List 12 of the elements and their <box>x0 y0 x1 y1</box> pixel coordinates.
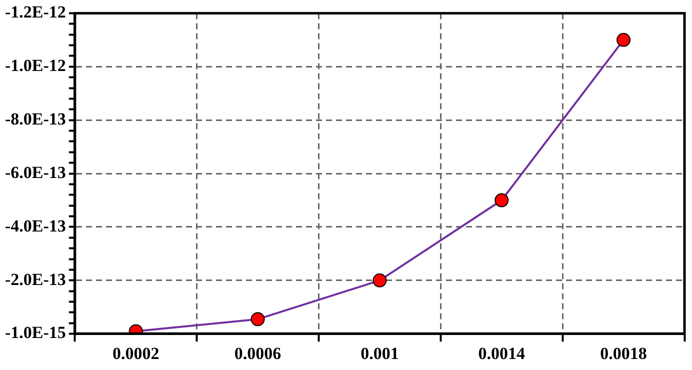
x-tick-label: 0.001 <box>360 344 399 364</box>
y-tick-label: -2.0E-13 <box>4 270 66 289</box>
y-tick-label: -1.0E-15 <box>4 322 66 342</box>
y-tick-label: -1.2E-12 <box>4 2 66 22</box>
x-tick-label: 0.0018 <box>600 344 647 364</box>
y-tick-label: -8.0E-13 <box>4 109 66 128</box>
y-tick-label: -4.0E-13 <box>4 216 66 236</box>
x-tick-label: 0.0002 <box>112 344 160 364</box>
y-tick-label: -6.0E-13 <box>4 162 66 182</box>
y-tick-label: -1.0E-12 <box>4 56 66 76</box>
x-tick-label: 0.0014 <box>478 344 526 364</box>
x-tick-label: 0.0006 <box>234 344 282 364</box>
